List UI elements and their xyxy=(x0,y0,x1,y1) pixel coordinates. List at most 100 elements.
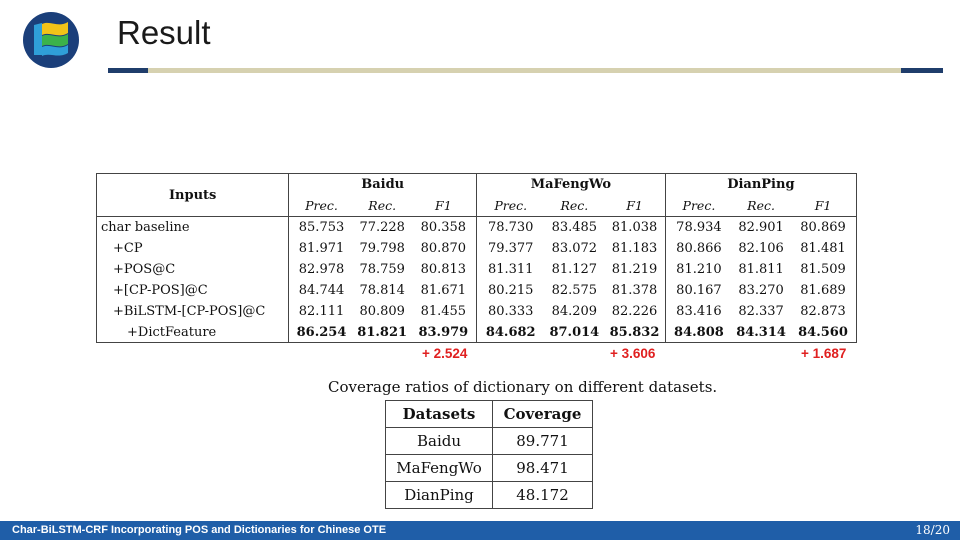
cell: 82.106 xyxy=(738,241,784,256)
sub-header: Prec. xyxy=(664,195,733,217)
cell: 78.814 xyxy=(359,283,405,298)
cell: 78.759 xyxy=(359,262,405,277)
row-label: +BiLSTM-[CP-POS]@C xyxy=(113,304,266,319)
group-header-baidu: Baidu xyxy=(288,174,477,195)
table-row: +[CP-POS]@C 84.744 78.814 81.671 80.215 … xyxy=(97,280,856,301)
cell: 83.485 xyxy=(551,220,598,235)
cell: 87.014 xyxy=(549,325,600,340)
cell: 81.821 xyxy=(357,325,408,340)
cell: 84.560 xyxy=(798,325,848,340)
coverage-header-datasets: Datasets xyxy=(385,400,493,428)
cell: 82.873 xyxy=(800,304,846,319)
cell: 84.744 xyxy=(288,280,354,301)
cell: 81.311 xyxy=(476,259,545,280)
coverage-cell: 89.771 xyxy=(492,427,593,455)
cell: 80.869 xyxy=(800,220,846,235)
divider-cap-right xyxy=(901,68,943,73)
cell: 82.978 xyxy=(288,259,354,280)
cell: 85.832 xyxy=(609,325,660,340)
cell: 80.215 xyxy=(476,280,545,301)
cell: 78.934 xyxy=(664,216,733,238)
sub-header: Prec. xyxy=(476,195,545,217)
cell: 81.971 xyxy=(288,238,354,259)
cell: 83.416 xyxy=(664,301,733,322)
gain-dianping: + 1.687 xyxy=(801,346,847,361)
cell: 81.219 xyxy=(611,262,658,277)
table-row: +DictFeature 86.254 81.821 83.979 84.682… xyxy=(97,322,856,343)
dataset-cell: MaFengWo xyxy=(385,454,493,482)
cell: 81.509 xyxy=(800,262,846,277)
sub-header: Prec. xyxy=(288,195,354,217)
row-label: +[CP-POS]@C xyxy=(113,283,208,298)
cell: 84.808 xyxy=(664,322,733,343)
cell: 84.314 xyxy=(736,325,786,340)
results-table: Inputs Baidu MaFengWo DianPing Prec. Rec… xyxy=(96,173,857,343)
table-row: char baseline 85.753 77.228 80.358 78.73… xyxy=(97,216,856,238)
table-row: +BiLSTM-[CP-POS]@C 82.111 80.809 81.455 … xyxy=(97,301,856,322)
coverage-cell: 48.172 xyxy=(492,481,593,509)
cell: 81.210 xyxy=(664,259,733,280)
cell: 80.870 xyxy=(420,241,467,256)
cell: 79.798 xyxy=(359,241,405,256)
title-divider xyxy=(108,68,943,73)
cell: 83.072 xyxy=(551,241,598,256)
cell: 78.730 xyxy=(476,216,545,238)
cell: 82.226 xyxy=(611,304,658,319)
footer-bar: Char-BiLSTM-CRF Incorporating POS and Di… xyxy=(0,521,960,540)
cell: 80.809 xyxy=(359,304,405,319)
cell: 84.682 xyxy=(476,322,545,343)
dataset-cell: DianPing xyxy=(385,481,493,509)
cell: 80.167 xyxy=(664,280,733,301)
cell: 83.979 xyxy=(418,325,469,340)
gain-mafengwo: + 3.606 xyxy=(610,346,656,361)
sub-header: F1 xyxy=(410,195,477,217)
cell: 81.455 xyxy=(420,304,467,319)
divider-cap-left xyxy=(108,68,148,73)
cell: 81.183 xyxy=(611,241,658,256)
table-row: MaFengWo 98.471 xyxy=(385,454,593,482)
coverage-table: Datasets Coverage Baidu 89.771 MaFengWo … xyxy=(385,400,593,509)
cell: 82.337 xyxy=(738,304,784,319)
row-label: char baseline xyxy=(101,220,190,235)
university-logo-icon xyxy=(23,12,79,68)
cell: 81.481 xyxy=(800,241,846,256)
cell: 82.111 xyxy=(288,301,354,322)
dataset-cell: Baidu xyxy=(385,427,493,455)
group-header-dianping: DianPing xyxy=(664,174,856,195)
cell: 83.270 xyxy=(738,283,784,298)
cell: 85.753 xyxy=(288,216,354,238)
cell: 81.689 xyxy=(800,283,846,298)
cell: 80.813 xyxy=(420,262,467,277)
sub-header: F1 xyxy=(604,195,666,217)
coverage-cell: 98.471 xyxy=(492,454,593,482)
cell: 80.333 xyxy=(476,301,545,322)
page-number: 18/20 xyxy=(915,523,950,537)
sub-header: F1 xyxy=(790,195,856,217)
slide-title: Result xyxy=(117,14,211,51)
cell: 81.811 xyxy=(738,262,784,277)
table-row: DianPing 48.172 xyxy=(385,481,593,509)
footer-title: Char-BiLSTM-CRF Incorporating POS and Di… xyxy=(12,524,387,536)
cell: 79.377 xyxy=(476,238,545,259)
group-header-mafengwo: MaFengWo xyxy=(476,174,666,195)
table-row: Baidu 89.771 xyxy=(385,427,593,455)
inputs-header: Inputs xyxy=(97,174,289,217)
row-label: +POS@C xyxy=(113,262,176,277)
cell: 81.038 xyxy=(611,220,658,235)
sub-header: Rec. xyxy=(732,195,791,217)
cell: 86.254 xyxy=(288,322,354,343)
cell: 82.575 xyxy=(551,283,598,298)
cell: 80.358 xyxy=(420,220,467,235)
cell: 81.671 xyxy=(420,283,467,298)
cell: 80.866 xyxy=(664,238,733,259)
cell: 84.209 xyxy=(551,304,598,319)
coverage-header-coverage: Coverage xyxy=(492,400,593,428)
row-label: +CP xyxy=(113,241,143,256)
cell: 82.901 xyxy=(738,220,784,235)
row-label: +DictFeature xyxy=(127,325,217,340)
coverage-caption: Coverage ratios of dictionary on differe… xyxy=(328,378,718,396)
sub-header: Rec. xyxy=(544,195,605,217)
sub-header: Rec. xyxy=(353,195,411,217)
cell: 77.228 xyxy=(359,220,405,235)
gain-baidu: + 2.524 xyxy=(422,346,468,361)
